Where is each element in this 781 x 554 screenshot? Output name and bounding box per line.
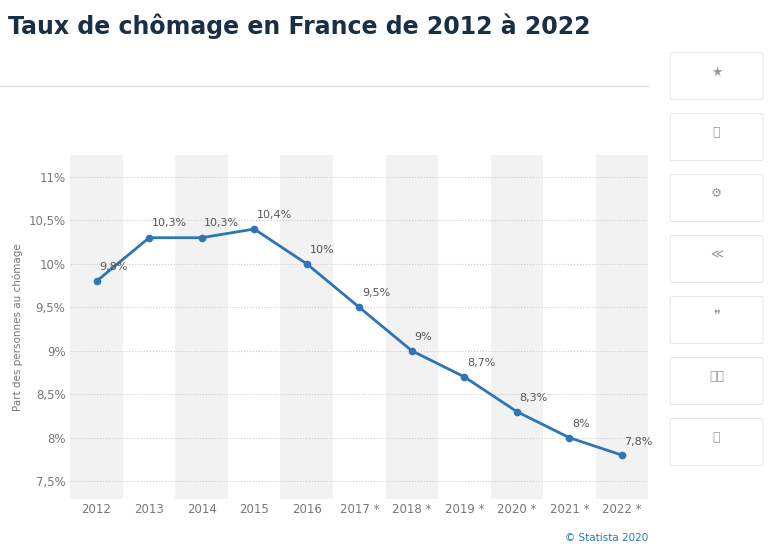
Text: © Statista 2020: © Statista 2020 (565, 533, 648, 543)
Bar (543, 155, 596, 499)
Text: 🖨: 🖨 (713, 431, 720, 444)
FancyBboxPatch shape (670, 114, 763, 161)
Text: 7,8%: 7,8% (625, 437, 653, 447)
Bar (596, 155, 648, 499)
Text: 9,5%: 9,5% (362, 288, 390, 298)
Bar (70, 155, 123, 499)
Text: ⚙: ⚙ (711, 187, 722, 201)
Text: 9%: 9% (415, 332, 432, 342)
Text: 8%: 8% (572, 419, 590, 429)
Text: 9,8%: 9,8% (99, 262, 127, 272)
Bar (280, 155, 333, 499)
Text: 10,3%: 10,3% (205, 218, 240, 228)
Text: 10%: 10% (309, 244, 334, 254)
Text: 10,4%: 10,4% (257, 210, 292, 220)
Text: 🇺🇸: 🇺🇸 (709, 370, 724, 383)
Text: ★: ★ (711, 65, 722, 79)
FancyBboxPatch shape (670, 357, 763, 404)
Text: 10,3%: 10,3% (152, 218, 187, 228)
Bar (228, 155, 280, 499)
Text: ❞: ❞ (713, 309, 720, 322)
Text: 8,3%: 8,3% (519, 393, 547, 403)
Bar (438, 155, 490, 499)
Bar (176, 155, 228, 499)
Bar (333, 155, 386, 499)
FancyBboxPatch shape (670, 175, 763, 222)
Bar (386, 155, 438, 499)
Bar (490, 155, 543, 499)
FancyBboxPatch shape (670, 296, 763, 343)
FancyBboxPatch shape (670, 235, 763, 283)
Text: 🔔: 🔔 (713, 126, 720, 140)
Text: ≪: ≪ (710, 248, 723, 261)
Bar (123, 155, 176, 499)
Text: 8,7%: 8,7% (467, 358, 495, 368)
FancyBboxPatch shape (670, 53, 763, 100)
Text: Taux de chômage en France de 2012 à 2022: Taux de chômage en France de 2012 à 2022 (8, 14, 590, 39)
Y-axis label: Part des personnes au chômage: Part des personnes au chômage (12, 243, 23, 411)
FancyBboxPatch shape (670, 418, 763, 465)
